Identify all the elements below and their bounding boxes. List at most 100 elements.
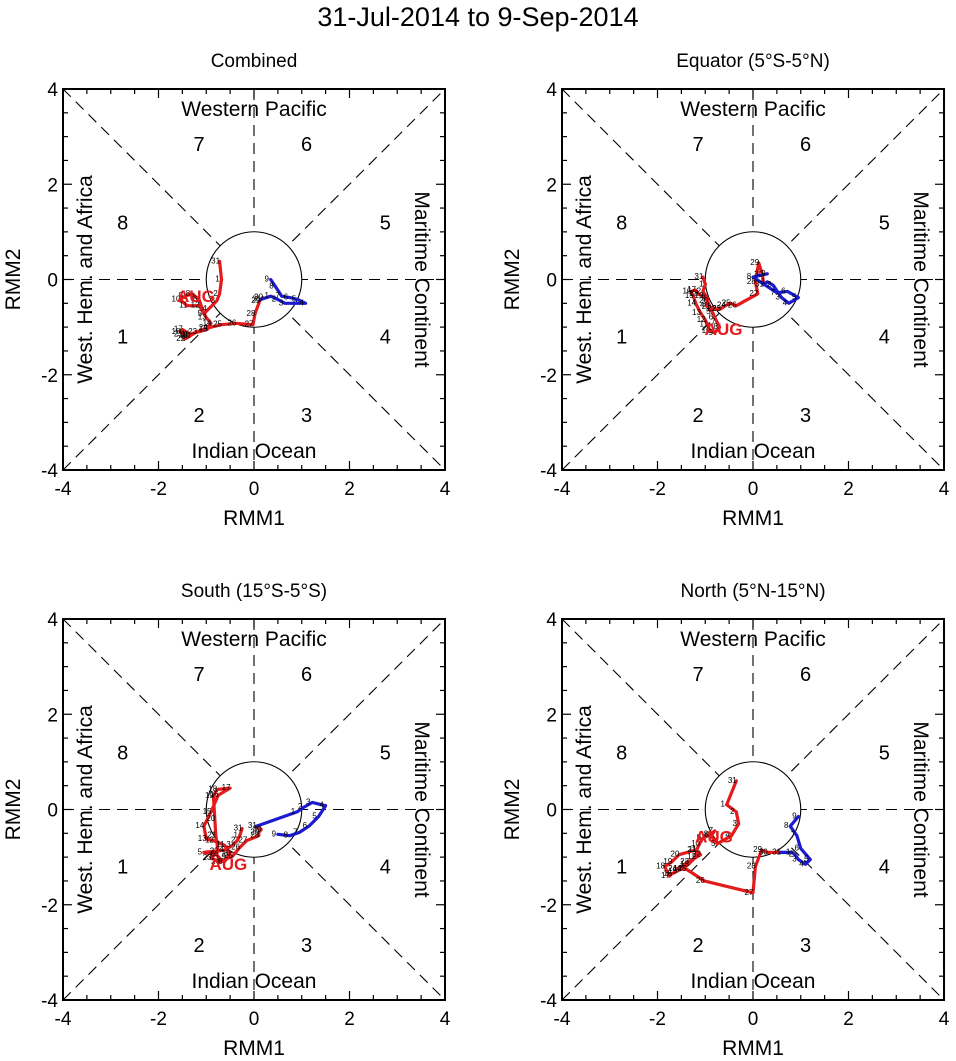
day-label: 11 xyxy=(216,840,225,849)
day-label: 29 xyxy=(753,845,762,854)
day-label: 25 xyxy=(224,851,233,860)
figure-title: 31-Jul-2014 to 9-Sep-2014 xyxy=(317,2,638,32)
day-label: 25 xyxy=(678,864,687,873)
x-tick-label: 2 xyxy=(843,479,854,500)
y-tick-label: -4 xyxy=(41,461,58,482)
phase-label-3: 3 xyxy=(301,935,312,957)
day-label: 8 xyxy=(269,282,274,291)
day-label: 5 xyxy=(792,293,797,302)
day-label: 17 xyxy=(687,285,696,294)
phase-label-7: 7 xyxy=(693,664,704,686)
day-label: 24 xyxy=(717,301,726,310)
phase-label-8: 8 xyxy=(616,212,627,234)
day-label: 4 xyxy=(700,301,705,310)
phase-label-5: 5 xyxy=(879,212,890,234)
day-label: 26 xyxy=(696,876,705,885)
region-label-right: Maritime Continent xyxy=(410,721,433,897)
day-label: 7 xyxy=(190,293,195,302)
y-axis-label: RMM2 xyxy=(501,779,524,841)
day-label: 24 xyxy=(668,864,677,873)
y-tick-label: -2 xyxy=(41,366,58,387)
day-label: 18 xyxy=(172,327,181,336)
day-label: 5 xyxy=(198,309,203,318)
day-label: 22 xyxy=(176,334,185,343)
x-tick-label: -2 xyxy=(150,1009,167,1030)
day-label: 14 xyxy=(195,821,204,830)
y-tick-label: -2 xyxy=(540,366,557,387)
phase-label-3: 3 xyxy=(800,405,811,427)
month-label: AUG xyxy=(705,320,743,339)
y-tick-label: 0 xyxy=(47,801,58,822)
day-label: 14 xyxy=(687,298,696,307)
panel-3: South (15°S-5°S)-4-4-2-2002244RMM1RMM2We… xyxy=(2,581,451,1060)
phase-label-5: 5 xyxy=(380,212,391,234)
day-label: 9 xyxy=(179,291,184,300)
x-axis-label: RMM1 xyxy=(223,1037,285,1060)
day-label: 25 xyxy=(722,298,731,307)
day-label: 23 xyxy=(680,857,689,866)
phase-label-8: 8 xyxy=(616,742,627,764)
day-label: 11 xyxy=(179,301,188,310)
region-label-top: Western Pacific xyxy=(181,628,327,651)
phase-label-4: 4 xyxy=(879,327,890,349)
trajectory-september xyxy=(751,272,801,305)
region-label-top: Western Pacific xyxy=(680,98,826,121)
day-label: 2 xyxy=(730,807,735,816)
y-tick-label: 4 xyxy=(47,80,58,101)
x-tick-label: 4 xyxy=(440,479,451,500)
phase-label-7: 7 xyxy=(194,664,205,686)
day-label: 31 xyxy=(694,272,703,281)
day-label: 1 xyxy=(699,279,704,288)
day-label: 5 xyxy=(711,839,716,848)
day-label: 8 xyxy=(186,289,191,298)
phase-label-2: 2 xyxy=(194,935,205,957)
y-tick-label: 4 xyxy=(546,610,557,631)
panel-title: Combined xyxy=(211,51,298,72)
day-label: 29 xyxy=(750,258,759,267)
day-label: 15 xyxy=(199,325,208,334)
day-label: 7 xyxy=(791,831,796,840)
day-label: 19 xyxy=(179,331,188,340)
day-label: 21 xyxy=(174,329,183,338)
x-tick-label: -2 xyxy=(150,479,167,500)
day-label: 6 xyxy=(795,844,800,853)
day-label: 16 xyxy=(663,869,672,878)
day-label: 6 xyxy=(705,831,710,840)
day-label: 31 xyxy=(728,776,737,785)
day-label: 4 xyxy=(299,298,304,307)
day-label: 7 xyxy=(275,291,280,300)
x-tick-label: 2 xyxy=(344,479,355,500)
day-label: 8 xyxy=(704,829,709,838)
y-tick-label: 0 xyxy=(546,801,557,822)
day-label: 15 xyxy=(668,866,677,875)
y-tick-label: -2 xyxy=(41,896,58,917)
day-label: 12 xyxy=(205,835,214,844)
phase-label-4: 4 xyxy=(380,327,391,349)
phase-label-4: 4 xyxy=(380,857,391,879)
day-label: 24 xyxy=(199,323,208,332)
day-label: 2 xyxy=(767,280,772,289)
x-tick-label: 2 xyxy=(344,1009,355,1030)
day-label: 7 xyxy=(709,826,714,835)
day-label: 23 xyxy=(712,304,721,313)
day-label: 29 xyxy=(251,296,260,305)
day-label: 4 xyxy=(219,845,224,854)
trajectory-september xyxy=(779,814,812,866)
x-tick-label: 4 xyxy=(440,1009,451,1030)
trajectory-august xyxy=(178,277,265,341)
day-label: 5 xyxy=(804,855,809,864)
phase-label-7: 7 xyxy=(194,134,205,156)
day-label: 11 xyxy=(699,320,708,329)
x-axis-label: RMM1 xyxy=(722,507,784,530)
phase-label-6: 6 xyxy=(800,134,811,156)
day-label: 4 xyxy=(202,304,207,313)
day-label: 3 xyxy=(211,296,216,305)
day-label: 17 xyxy=(661,871,670,880)
day-label: 30 xyxy=(253,825,262,834)
panel-title: North (5°N-15°N) xyxy=(680,581,825,602)
day-label: 4 xyxy=(725,831,730,840)
day-label: 23 xyxy=(203,853,212,862)
day-label: 5 xyxy=(292,295,297,304)
day-label: 3 xyxy=(306,797,311,806)
phase-label-6: 6 xyxy=(301,134,312,156)
